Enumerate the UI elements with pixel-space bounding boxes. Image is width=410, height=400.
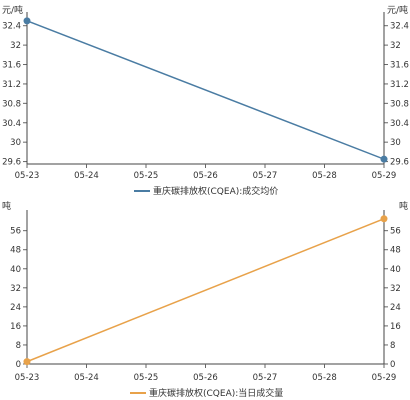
x-tick-label: 05-26	[193, 171, 218, 181]
series-layer	[23, 215, 388, 366]
data-point[interactable]	[380, 215, 388, 223]
legend[interactable]: 重庆碳排放权(CQEA):当日成交量	[130, 387, 283, 399]
y-tick-label-right: 30.4	[390, 119, 409, 129]
x-tick-label: 05-23	[15, 373, 40, 383]
legend-label: 重庆碳排放权(CQEA):当日成交量	[149, 387, 283, 399]
y-tick-label-left: 8	[16, 341, 21, 351]
x-tick-label: 05-28	[312, 373, 337, 383]
y-tick-label-left: 32	[10, 41, 21, 51]
y-axis-label-left: 吨	[2, 200, 11, 212]
series-line	[26, 20, 385, 160]
y-tick-label-right: 31.2	[390, 80, 409, 90]
y-tick-label-right: 16	[390, 322, 401, 332]
series-layer	[23, 17, 388, 163]
y-tick-label-left: 32.4	[2, 22, 21, 32]
y-tick-label-right: 40	[390, 265, 401, 275]
y-tick-label-left: 24	[10, 303, 21, 313]
y-tick-label-left: 31.2	[2, 80, 21, 90]
y-tick-label-right: 8	[390, 341, 395, 351]
legend[interactable]: 重庆碳排放权(CQEA):成交均价	[134, 185, 278, 197]
x-tick-label: 05-25	[134, 171, 159, 181]
x-tick-label: 05-24	[74, 171, 99, 181]
y-tick-label-left: 40	[10, 265, 21, 275]
legend-label: 重庆碳排放权(CQEA):成交均价	[153, 185, 278, 197]
y-tick-label-left: 56	[10, 227, 21, 237]
y-tick-label-left: 29.6	[2, 158, 21, 168]
series-line	[26, 218, 385, 363]
y-tick-label-right: 0	[390, 360, 395, 370]
y-tick-labels-right: 0 8 16 24 32 40 48 56	[384, 227, 401, 370]
y-tick-label-left: 32	[10, 284, 21, 294]
y-tick-label-right: 48	[390, 246, 401, 256]
x-tick-label: 05-26	[193, 373, 218, 383]
price-chart: 元/吨 元/吨 29.6 30 30.4 30.8 31.2 31.6 32 32.4 29.…	[2, 4, 409, 197]
data-point[interactable]	[380, 155, 388, 163]
x-tick-label: 05-28	[312, 171, 337, 181]
y-tick-label-right: 30.8	[390, 99, 409, 109]
x-tick-label: 05-29	[372, 171, 397, 181]
y-tick-label-right: 24	[390, 303, 401, 313]
x-tick-label: 05-27	[253, 373, 278, 383]
x-axis: 05-23 05-24 05-25 05-26 05-27 05-28 05-29	[15, 210, 397, 383]
data-point[interactable]	[23, 358, 31, 366]
y-axis-label-right: 元/吨	[387, 4, 408, 16]
x-tick-label: 05-29	[372, 373, 397, 383]
y-tick-labels-right: 29.6 30 30.4 30.8 31.2 31.6 32 32.4	[384, 22, 409, 168]
y-tick-label-left: 30.4	[2, 119, 21, 129]
y-tick-label-right: 32.4	[390, 22, 409, 32]
y-tick-label-right: 32	[390, 41, 401, 51]
y-tick-labels-left: 0 8 16 24 32 40 48 56	[10, 227, 27, 370]
y-tick-label-right: 31.6	[390, 61, 409, 71]
y-tick-labels-left: 29.6 30 30.4 30.8 31.2 31.6 32 32.4	[2, 22, 27, 168]
x-axis: 05-23 05-24 05-25 05-26 05-27 05-28 05-29	[15, 12, 397, 181]
y-tick-label-left: 16	[10, 322, 21, 332]
y-axis-label-right: 吨	[399, 200, 408, 212]
x-tick-label: 05-24	[74, 373, 99, 383]
y-axis-label-left: 元/吨	[2, 4, 23, 16]
y-tick-label-right: 30	[390, 138, 401, 148]
x-tick-label: 05-27	[253, 171, 278, 181]
y-tick-label-left: 0	[16, 360, 21, 370]
x-tick-label: 05-25	[134, 373, 159, 383]
data-point[interactable]	[23, 17, 31, 25]
y-tick-label-left: 31.6	[2, 61, 21, 71]
y-tick-label-left: 30	[10, 138, 21, 148]
y-tick-label-left: 30.8	[2, 99, 21, 109]
y-tick-label-right: 29.6	[390, 158, 409, 168]
y-tick-label-right: 32	[390, 284, 401, 294]
x-tick-label: 05-23	[15, 171, 40, 181]
y-tick-label-left: 48	[10, 246, 21, 256]
y-tick-label-right: 56	[390, 227, 401, 237]
